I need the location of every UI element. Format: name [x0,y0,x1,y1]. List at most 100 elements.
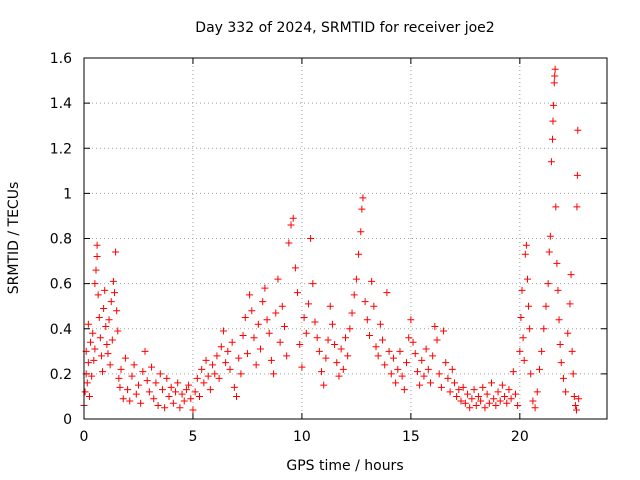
data-point [81,388,89,396]
data-point [246,291,254,299]
data-point [298,363,306,371]
data-point [254,320,262,328]
data-point [416,381,424,389]
data-point [152,379,160,387]
data-point [139,368,147,376]
data-point [337,345,345,353]
data-point [413,368,421,376]
data-point [509,368,517,376]
data-point [550,101,558,109]
data-point [93,241,101,249]
y-tick-label: 1.2 [50,141,72,157]
data-point [520,356,528,364]
data-point [381,361,389,369]
data-point [385,347,393,355]
data-point [568,347,576,355]
data-point [501,392,509,400]
data-point [570,392,578,400]
data-point [407,316,415,324]
data-point [93,253,101,261]
data-point [481,404,489,412]
data-point [490,395,498,403]
data-point [361,298,369,306]
data-point [274,275,282,283]
data-point [137,399,145,407]
data-point [331,341,339,349]
y-tick-label: 0 [63,412,72,428]
data-point [105,316,113,324]
data-point [342,334,349,342]
data-point [121,354,129,362]
data-point [167,383,175,391]
data-point [300,313,308,321]
data-point [158,386,166,394]
data-point [344,352,352,360]
data-point [169,399,177,407]
data-point [339,365,347,373]
data-point [219,327,227,335]
data-point [525,302,533,310]
data-point [459,383,467,391]
data-points [80,65,583,414]
data-point [359,194,367,202]
data-point [85,392,93,400]
data-point [114,327,122,335]
data-point [178,390,186,398]
data-point [91,345,99,353]
data-point [348,309,356,317]
data-point [492,401,500,409]
data-point [411,350,419,358]
data-point [280,322,288,330]
data-point [498,381,506,389]
data-point [115,374,123,382]
data-point [379,336,387,344]
data-point [109,277,117,285]
data-point [148,363,156,371]
data-point [174,379,182,387]
data-point [346,325,354,333]
data-point [228,338,236,346]
data-point [572,406,580,414]
data-point [180,397,188,405]
data-point [358,205,366,213]
data-point [200,379,208,387]
data-point [272,309,280,317]
y-tick-label: 0.4 [50,322,72,338]
data-point [370,302,378,310]
data-point [540,325,548,333]
data-point [117,365,125,373]
data-point [172,388,180,396]
data-point [519,334,527,342]
data-point [426,379,434,387]
data-point [154,401,162,409]
data-point [472,401,480,409]
data-point [526,325,534,333]
y-tick-label: 0.2 [50,367,72,383]
data-point [185,381,193,389]
data-point [522,241,530,249]
data-point [252,361,260,369]
data-point [126,397,134,405]
data-point [307,235,315,242]
data-point [112,248,120,256]
data-point [265,329,273,337]
data-point [474,392,482,400]
data-point [211,370,219,378]
data-point [294,289,302,297]
data-point [233,392,241,400]
data-point [108,336,116,344]
data-point [107,298,115,306]
data-point [488,379,496,387]
data-point [424,365,432,373]
data-point [311,318,319,326]
data-point [213,352,221,360]
data-point [289,214,297,222]
data-point [241,313,249,321]
data-point [398,372,406,380]
data-point [503,399,511,407]
data-point [507,395,515,403]
data-point [431,322,439,330]
data-point [189,406,197,414]
